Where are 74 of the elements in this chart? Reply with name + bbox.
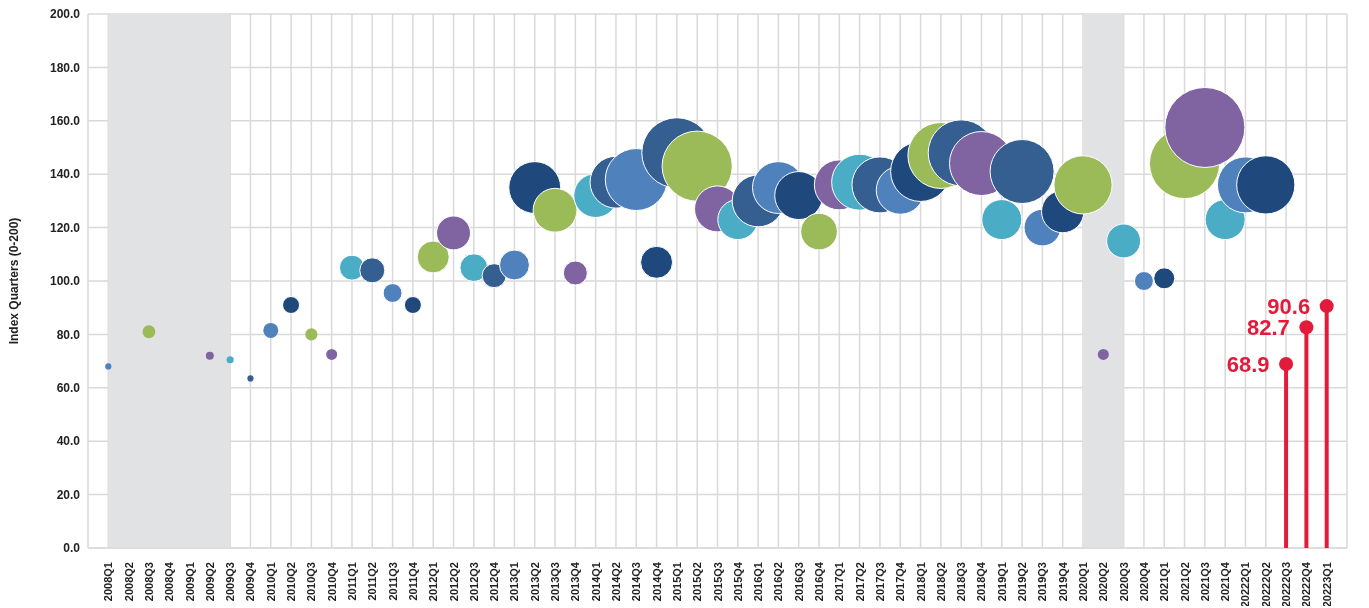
x-tick-label: 2010Q3 xyxy=(305,562,318,602)
x-tick-label: 2020Q1 xyxy=(1077,562,1090,602)
x-tick-label: 2018Q1 xyxy=(914,562,927,602)
x-tick-label: 2013Q4 xyxy=(569,561,582,602)
data-label: 68.9 xyxy=(1226,351,1270,377)
y-tick-label: 200.0 xyxy=(49,7,81,22)
y-tick-label: 80.0 xyxy=(56,327,81,342)
x-tick-label: 2021Q3 xyxy=(1198,562,1211,602)
x-tick-label: 2011Q3 xyxy=(386,562,399,601)
x-tick-label: 2015Q3 xyxy=(711,562,724,602)
x-tick-label: 2012Q2 xyxy=(447,562,460,602)
x-tick-label: 2009Q4 xyxy=(244,561,257,602)
x-tick-label: 2016Q3 xyxy=(792,562,805,602)
x-tick-label: 2021Q1 xyxy=(1158,562,1171,602)
x-tick-label: 2010Q4 xyxy=(325,561,338,602)
x-tick-label: 2009Q3 xyxy=(224,562,237,602)
y-tick-label: 60.0 xyxy=(56,381,81,396)
x-tick-label: 2009Q2 xyxy=(203,562,216,602)
x-tick-label: 2018Q4 xyxy=(975,561,988,602)
x-tick-label: 2015Q1 xyxy=(670,562,683,602)
x-tick-label: 2017Q1 xyxy=(833,562,846,602)
y-tick-label: 20.0 xyxy=(56,487,81,502)
x-tick-label: 2012Q1 xyxy=(427,562,440,602)
x-tick-label: 2019Q3 xyxy=(1036,562,1049,602)
y-tick-label: 160.0 xyxy=(49,114,81,129)
x-tick-label: 20222Q4 xyxy=(1300,561,1313,608)
y-tick-label: 120.0 xyxy=(49,220,81,235)
x-tick-label: 2011Q1 xyxy=(345,562,358,601)
y-tick-label: 180.0 xyxy=(49,60,81,75)
x-tick-label: 20222Q3 xyxy=(1280,562,1293,608)
x-tick-label: 2013Q1 xyxy=(508,562,521,602)
x-tick-label: 2008Q2 xyxy=(122,562,135,602)
x-tick-label: 2020Q3 xyxy=(1117,562,1130,602)
x-tick-label: 2014Q1 xyxy=(589,562,602,602)
y-tick-label: 140.0 xyxy=(49,167,81,182)
x-tick-label: 2009Q1 xyxy=(183,562,196,602)
x-tick-label: 2012Q3 xyxy=(467,562,480,602)
y-tick-label: 40.0 xyxy=(56,434,81,449)
x-tick-label: 2011Q2 xyxy=(366,562,379,601)
x-tick-label: 2020Q2 xyxy=(1097,562,1110,602)
x-tick-label: 2018Q2 xyxy=(934,562,947,602)
x-tick-label: 2019Q4 xyxy=(1056,561,1069,602)
x-tick-label: 2021Q4 xyxy=(1219,561,1232,602)
x-tick-label: 2008Q3 xyxy=(142,562,155,602)
y-tick-label: 100.0 xyxy=(49,274,81,289)
x-tick-label: 2014Q4 xyxy=(650,561,663,602)
x-tick-label: 2011Q4 xyxy=(406,561,419,601)
x-tick-label: 2016Q2 xyxy=(772,562,785,602)
x-tick-label: 2016Q4 xyxy=(813,561,826,602)
x-tick-label: 2020Q4 xyxy=(1137,561,1150,602)
x-tick-label: 2014Q3 xyxy=(630,562,643,602)
x-tick-label: 2018Q3 xyxy=(955,562,968,602)
x-tick-label: 20222Q1 xyxy=(1239,562,1252,608)
x-tick-label: 2017Q2 xyxy=(853,562,866,602)
x-tick-label: 2016Q1 xyxy=(752,562,765,602)
x-tick-label: 2008Q1 xyxy=(102,562,115,602)
y-tick-label: 0.0 xyxy=(63,541,81,556)
y-axis-title: Index Quarters (0-200) xyxy=(7,217,22,345)
x-tick-label: 2021Q2 xyxy=(1178,562,1191,602)
x-tick-label: 20223Q1 xyxy=(1320,562,1333,608)
x-tick-label: 20222Q2 xyxy=(1259,562,1272,608)
x-tick-label: 2017Q3 xyxy=(873,562,886,602)
x-tick-label: 2013Q2 xyxy=(528,562,541,602)
x-tick-label: 2017Q4 xyxy=(894,561,907,602)
x-tick-label: 2012Q4 xyxy=(488,561,501,602)
x-tick-label: 2015Q2 xyxy=(691,562,704,602)
x-tick-label: 2010Q2 xyxy=(285,562,298,602)
x-tick-label: 2010Q1 xyxy=(264,562,277,602)
x-tick-label: 2015Q4 xyxy=(731,561,744,602)
x-tick-label: 2008Q4 xyxy=(163,561,176,602)
x-tick-label: 2019Q1 xyxy=(995,562,1008,602)
x-tick-label: 2014Q2 xyxy=(609,562,622,602)
x-tick-label: 2013Q3 xyxy=(549,562,562,602)
x-tick-label: 2019Q2 xyxy=(1016,562,1029,602)
